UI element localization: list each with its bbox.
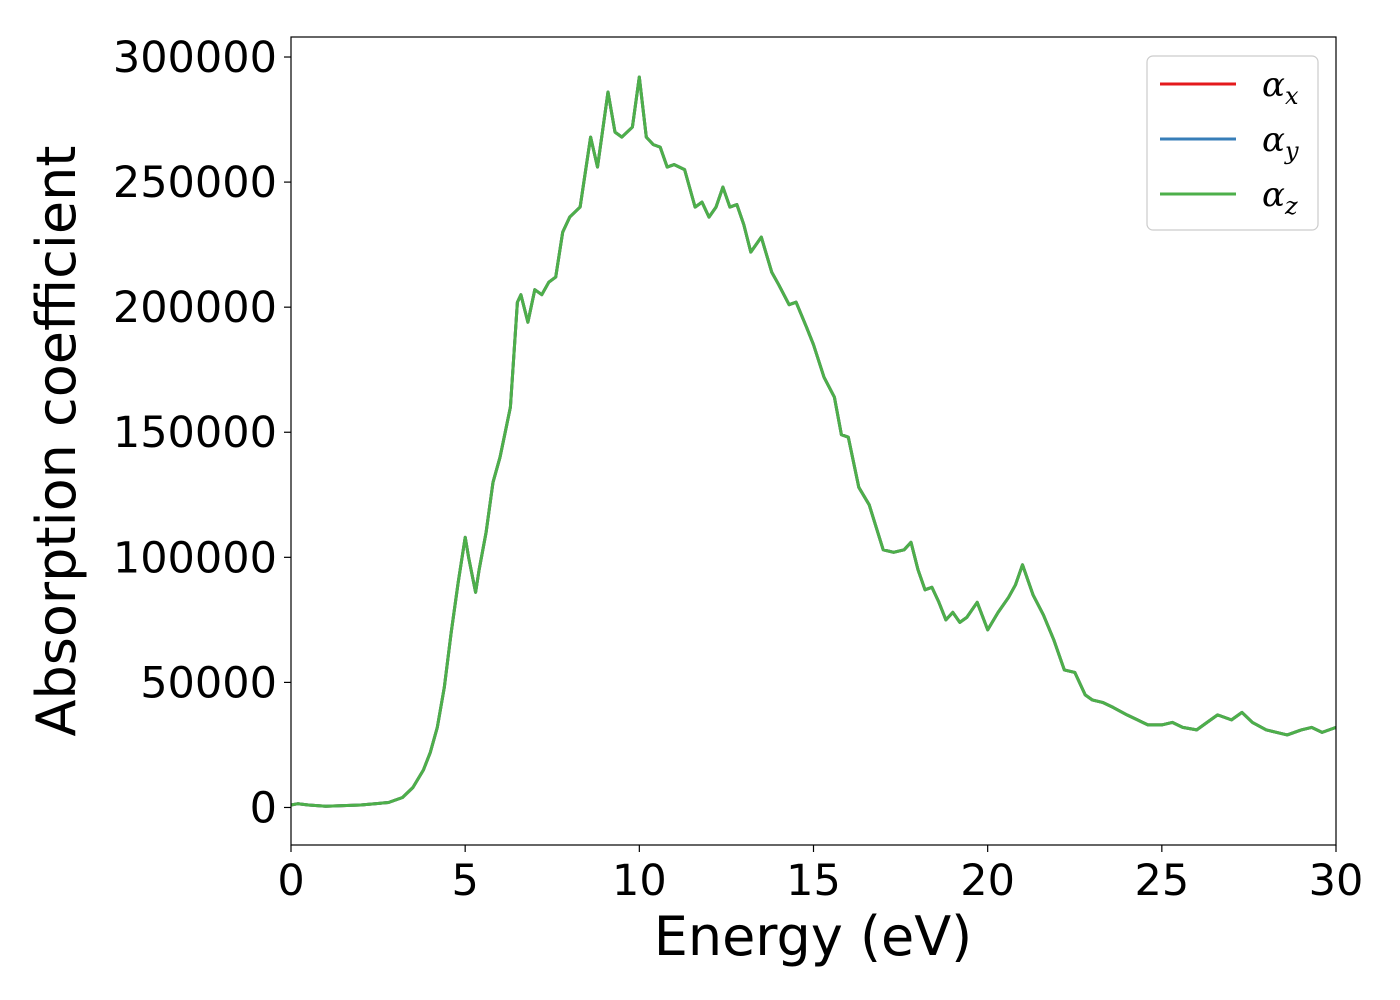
x-tick-label: 5 [451,856,478,906]
x-tick-label: 30 [1309,856,1364,906]
y-tick-label: 300000 [113,33,277,83]
series-line-z [290,75,1337,808]
legend-label-z: αz [1262,175,1298,220]
legend-label-x: αx [1262,65,1299,110]
y-tick-label: 250000 [113,158,277,208]
y-tick-label: 100000 [113,533,277,583]
x-tick-label: 20 [960,856,1015,906]
legend-label-y: αy [1262,120,1299,165]
x-tick-label: 15 [786,856,841,906]
x-axis: 0 5 10 15 20 25 30 [277,845,1363,906]
x-tick-label: 0 [277,856,304,906]
y-tick-label: 0 [250,783,277,833]
x-axis-label: Energy (eV) [654,905,973,968]
legend-frame [1146,55,1319,231]
y-tick-label: 50000 [140,658,277,708]
series-layer [290,75,1337,808]
y-axis: 0 50000 100000 150000 200000 250000 300000 [113,33,291,833]
x-tick-label: 25 [1134,856,1189,906]
x-tick-label: 10 [612,856,667,906]
y-axis-label: Absorption coefficient [25,146,88,737]
y-tick-label: 150000 [113,408,277,458]
y-tick-label: 200000 [113,283,277,333]
legend: αx αy αz [1146,55,1319,231]
